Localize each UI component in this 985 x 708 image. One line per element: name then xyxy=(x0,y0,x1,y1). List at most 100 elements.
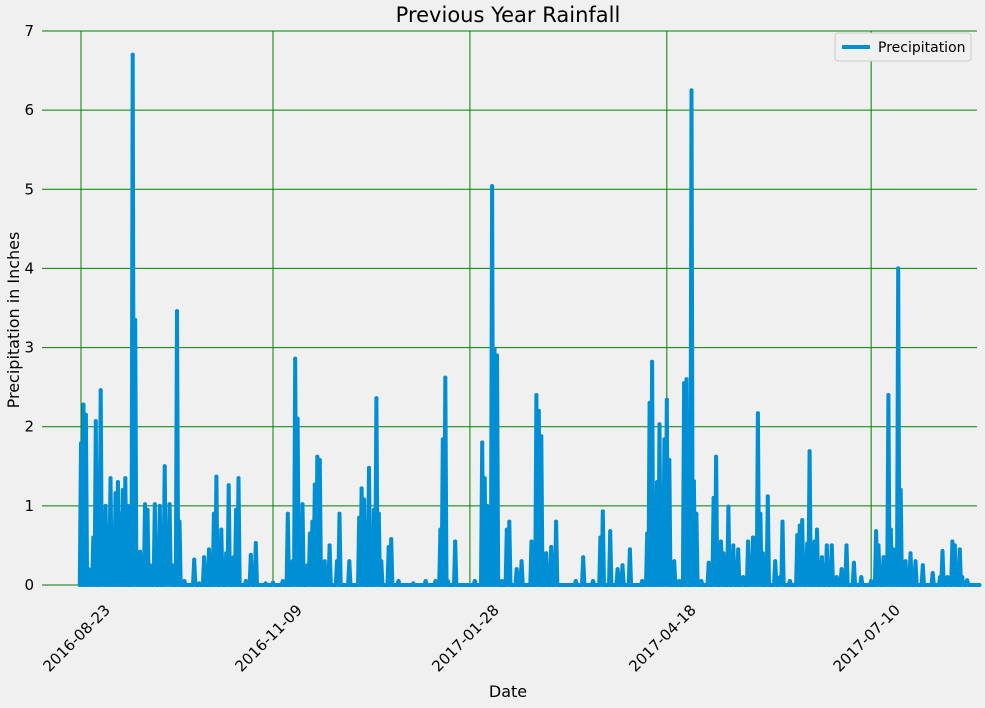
data-point xyxy=(219,527,224,532)
data-point xyxy=(152,502,157,507)
data-point xyxy=(108,476,113,481)
data-point xyxy=(293,356,298,361)
legend: Precipitation xyxy=(834,32,972,62)
data-point xyxy=(805,541,810,546)
data-point xyxy=(647,400,652,405)
data-point xyxy=(79,441,83,446)
data-point xyxy=(711,495,716,500)
data-point xyxy=(300,502,305,507)
y-tick-label: 0 xyxy=(24,576,34,594)
data-point xyxy=(940,548,945,553)
data-point xyxy=(876,543,881,548)
data-point xyxy=(315,454,320,459)
data-point xyxy=(485,503,490,508)
data-point xyxy=(192,557,197,562)
data-point xyxy=(214,474,219,479)
data-point xyxy=(133,317,138,322)
data-point xyxy=(534,393,539,398)
y-tick-label: 2 xyxy=(24,418,34,436)
data-point xyxy=(310,519,315,524)
data-point xyxy=(243,579,248,584)
data-point xyxy=(111,559,115,564)
data-point xyxy=(706,560,711,565)
data-point xyxy=(118,511,123,516)
data-point xyxy=(615,567,620,572)
data-point xyxy=(374,396,379,401)
data-point xyxy=(86,567,91,572)
legend-label: Precipitation xyxy=(878,40,966,56)
data-point xyxy=(773,559,778,564)
data-point xyxy=(236,476,241,481)
data-point xyxy=(896,266,901,271)
y-tick-label: 4 xyxy=(24,259,34,277)
data-point xyxy=(423,579,428,584)
data-point xyxy=(103,503,108,508)
data-point xyxy=(138,549,143,554)
data-point xyxy=(755,411,760,416)
data-point xyxy=(645,531,650,536)
data-point xyxy=(529,539,534,544)
grid-lines xyxy=(42,30,977,586)
data-point xyxy=(886,393,891,398)
data-point xyxy=(748,563,753,568)
data-point xyxy=(898,488,903,493)
data-point xyxy=(930,571,935,576)
data-point xyxy=(495,353,499,358)
data-point xyxy=(362,497,367,502)
data-point xyxy=(305,563,310,568)
data-point xyxy=(869,579,874,584)
data-point xyxy=(248,552,253,557)
data-point xyxy=(691,479,696,484)
data-point xyxy=(519,559,524,564)
data-point xyxy=(347,559,352,564)
data-point xyxy=(322,559,327,564)
data-point xyxy=(177,519,182,524)
data-point xyxy=(113,491,118,496)
data-point xyxy=(165,556,170,561)
data-point xyxy=(682,381,687,386)
data-point xyxy=(778,575,783,580)
data-point xyxy=(295,416,300,421)
data-point xyxy=(507,519,512,524)
data-point xyxy=(371,507,376,512)
data-point xyxy=(655,480,659,485)
data-point xyxy=(307,531,312,536)
data-point xyxy=(950,539,955,544)
data-point xyxy=(224,551,229,556)
data-point xyxy=(285,511,290,516)
data-point xyxy=(795,533,800,538)
y-tick-label: 3 xyxy=(24,339,34,357)
data-point xyxy=(115,480,120,485)
data-point xyxy=(234,507,239,512)
data-point xyxy=(96,579,101,584)
data-point xyxy=(819,555,824,560)
data-point xyxy=(903,559,908,564)
data-point xyxy=(327,543,332,548)
data-point xyxy=(83,412,88,417)
data-point xyxy=(499,579,504,584)
data-point xyxy=(226,483,231,488)
data-point xyxy=(662,437,667,442)
data-point xyxy=(800,518,805,523)
data-point xyxy=(751,535,755,540)
data-point xyxy=(271,580,275,585)
data-point xyxy=(893,559,898,564)
data-point xyxy=(834,575,839,580)
data-point xyxy=(379,559,384,564)
data-point xyxy=(652,511,657,516)
data-point xyxy=(945,575,950,580)
data-point xyxy=(389,537,394,542)
data-point xyxy=(667,457,672,462)
data-point xyxy=(170,563,175,568)
data-point xyxy=(280,579,285,584)
data-point xyxy=(844,543,849,548)
data-point xyxy=(664,397,669,402)
data-point xyxy=(433,579,438,584)
data-point xyxy=(445,579,450,584)
data-point xyxy=(760,551,765,556)
data-point xyxy=(851,560,856,565)
data-point xyxy=(780,519,785,524)
y-axis-ticks: 0 1 2 3 4 5 6 7 xyxy=(24,22,34,594)
data-point xyxy=(411,581,416,586)
